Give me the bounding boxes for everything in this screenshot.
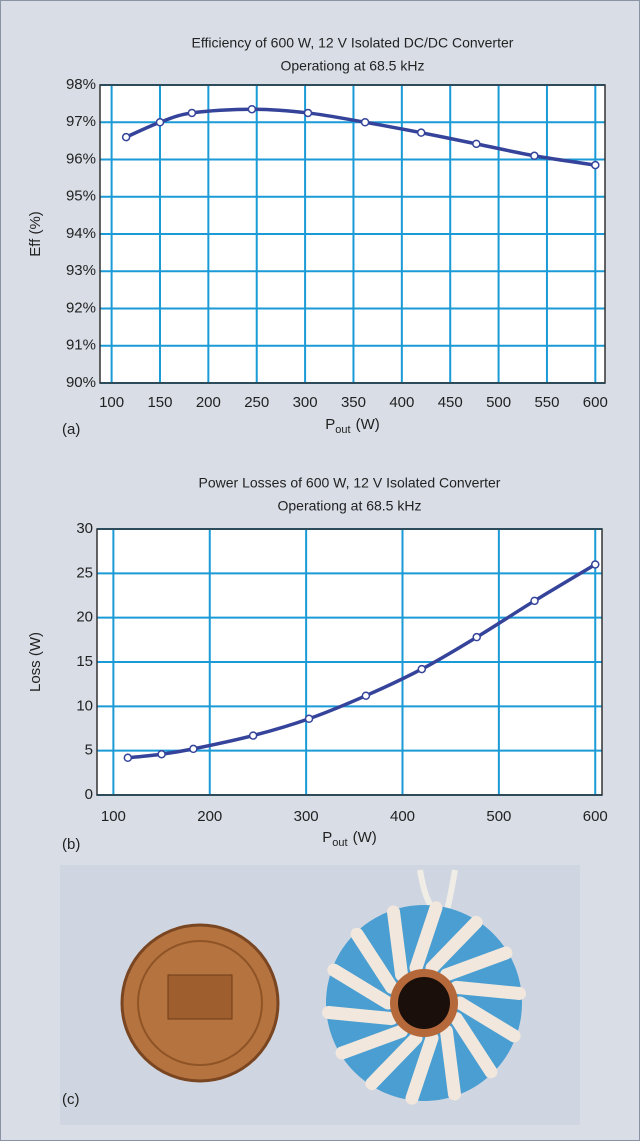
x-tick-label: 600 bbox=[583, 808, 608, 825]
photo: (c) bbox=[60, 865, 580, 1125]
panel-label: (b) bbox=[62, 836, 80, 853]
chart-title: Power Losses of 600 W, 12 V Isolated Con… bbox=[199, 475, 501, 491]
winding bbox=[405, 1031, 439, 1105]
x-label-symbol: P bbox=[322, 829, 332, 846]
data-point bbox=[248, 731, 258, 740]
y-axis-label: Loss (W) bbox=[27, 632, 44, 692]
coin-emblem bbox=[167, 974, 233, 1020]
y-tick-label: 30 bbox=[76, 520, 93, 537]
chart-title: Efficiency of 600 W, 12 V Isolated DC/DC… bbox=[192, 35, 514, 51]
y-tick-label: 5 bbox=[85, 742, 93, 759]
x-tick-label: 100 bbox=[99, 394, 124, 411]
data-point bbox=[591, 160, 600, 170]
winding bbox=[387, 905, 409, 982]
data-point bbox=[360, 118, 370, 127]
y-tick-label: 95% bbox=[66, 188, 96, 205]
y-tick-label: 94% bbox=[66, 225, 96, 242]
x-tick-label: 200 bbox=[196, 394, 221, 411]
plot-frame bbox=[99, 84, 606, 384]
winding bbox=[449, 980, 527, 1001]
windings bbox=[321, 901, 527, 1105]
data-point bbox=[530, 151, 539, 161]
data-point bbox=[247, 104, 257, 114]
winding bbox=[439, 1024, 461, 1101]
winding bbox=[449, 1012, 498, 1079]
winding bbox=[365, 1031, 423, 1091]
x-tick-label: 600 bbox=[583, 394, 608, 411]
x-tick-label: 100 bbox=[101, 808, 126, 825]
panel-label: (c) bbox=[62, 1091, 80, 1108]
y-axis-label: Eff (%) bbox=[27, 211, 44, 257]
y-tick-label: 20 bbox=[76, 609, 93, 626]
data-point bbox=[530, 596, 539, 606]
x-tick-label: 350 bbox=[341, 394, 366, 411]
y-tick-label: 98% bbox=[66, 76, 96, 93]
winding bbox=[439, 946, 513, 982]
data-point bbox=[472, 632, 481, 642]
data-point bbox=[361, 691, 371, 700]
y-tick-label: 97% bbox=[66, 113, 96, 130]
data-point bbox=[189, 744, 198, 754]
x-label-symbol: P bbox=[325, 416, 335, 433]
winding bbox=[453, 996, 521, 1043]
y-tick-label: 15 bbox=[76, 653, 93, 670]
data-point bbox=[303, 108, 313, 118]
data-line bbox=[127, 562, 597, 760]
data-point bbox=[591, 560, 600, 569]
data-point bbox=[472, 139, 481, 149]
x-tick-label: 450 bbox=[438, 394, 463, 411]
y-tick-label: 90% bbox=[66, 374, 96, 391]
x-label-subscript: out bbox=[335, 424, 350, 436]
coin-rim bbox=[137, 940, 263, 1066]
y-tick-label: 93% bbox=[66, 262, 96, 279]
data-point bbox=[123, 753, 133, 763]
data-point bbox=[121, 132, 131, 142]
winding bbox=[350, 927, 399, 994]
winding bbox=[321, 1005, 399, 1026]
y-tick-label: 96% bbox=[66, 150, 96, 167]
x-tick-label: 300 bbox=[293, 394, 318, 411]
x-axis-label: Pout (W) bbox=[322, 829, 376, 849]
data-point bbox=[155, 118, 165, 127]
y-tick-label: 10 bbox=[76, 697, 93, 714]
winding bbox=[425, 915, 483, 975]
data-point bbox=[417, 664, 427, 674]
data-point bbox=[416, 128, 426, 137]
x-tick-label: 200 bbox=[197, 808, 222, 825]
x-tick-label: 400 bbox=[389, 394, 414, 411]
toroid-hole bbox=[398, 977, 450, 1029]
x-axis-label: Pout (W) bbox=[325, 416, 379, 436]
data-line bbox=[125, 107, 596, 167]
data-point bbox=[187, 108, 197, 118]
chart-title: Operationg at 68.5 kHz bbox=[281, 58, 425, 74]
x-tick-label: 150 bbox=[147, 394, 172, 411]
x-label-unit: (W) bbox=[356, 416, 380, 433]
y-tick-label: 92% bbox=[66, 299, 96, 316]
chart-title: Operationg at 68.5 kHz bbox=[278, 498, 422, 514]
winding bbox=[327, 963, 395, 1010]
y-tick-label: 0 bbox=[85, 786, 93, 803]
plot-frame bbox=[96, 528, 603, 796]
x-label-unit: (W) bbox=[353, 829, 377, 846]
y-tick-label: 25 bbox=[76, 564, 93, 581]
x-label-subscript: out bbox=[332, 837, 347, 849]
y-tick-label: 91% bbox=[66, 337, 96, 354]
data-point bbox=[157, 749, 166, 759]
x-tick-label: 500 bbox=[486, 808, 511, 825]
x-tick-label: 400 bbox=[390, 808, 415, 825]
x-tick-label: 250 bbox=[244, 394, 269, 411]
winding bbox=[409, 901, 443, 975]
winding bbox=[335, 1024, 409, 1060]
panel-label: (a) bbox=[62, 421, 80, 438]
x-tick-label: 500 bbox=[486, 394, 511, 411]
x-tick-label: 550 bbox=[534, 394, 559, 411]
data-point bbox=[304, 714, 314, 723]
x-tick-label: 300 bbox=[294, 808, 319, 825]
